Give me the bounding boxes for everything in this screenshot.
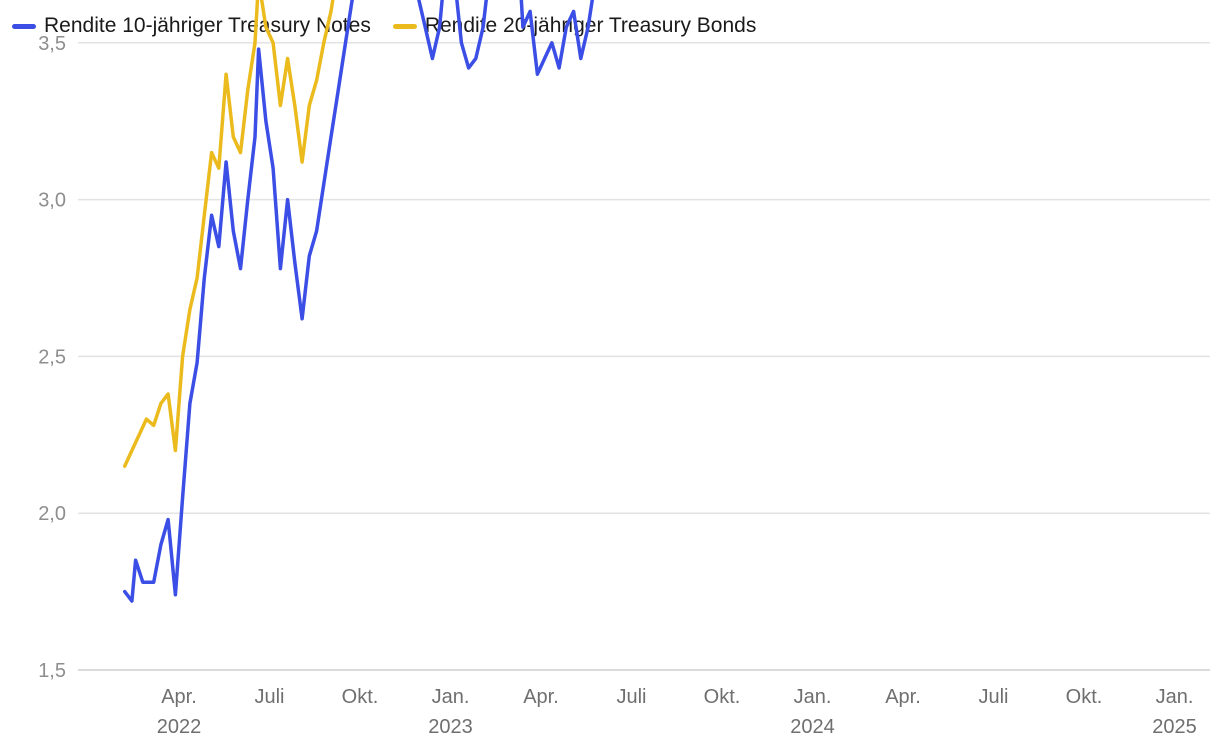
x-tick-year: 2023	[428, 716, 473, 738]
y-tick-label: 2,5	[38, 346, 66, 368]
x-tick-year: 2025	[1152, 716, 1197, 738]
series-lines	[122, 0, 595, 603]
x-tick-label: Juli	[254, 686, 284, 708]
x-tick-label: Okt.	[342, 686, 379, 708]
y-tick-label: 1,5	[38, 660, 66, 682]
gridlines	[78, 42, 1210, 671]
x-tick-label: Jan.	[432, 686, 470, 708]
x-axis-ticks: Apr. 2022 Juli Okt. Jan. 2023 Apr. Juli Okt. Jan.…	[157, 686, 1197, 738]
x-tick-label: Jan.	[794, 686, 832, 708]
x-tick-label: Juli	[978, 686, 1008, 708]
y-tick-label: 3,0	[38, 190, 66, 212]
x-tick-label: Jan.	[1156, 686, 1194, 708]
series-line-20y	[122, 0, 335, 468]
legend-swatch-10y	[12, 23, 36, 29]
x-tick-label: Apr.	[523, 686, 559, 708]
series-line-10y	[122, 0, 595, 603]
x-tick-label: Okt.	[704, 686, 741, 708]
x-tick-label: Apr.	[885, 686, 921, 708]
legend-item-10y[interactable]: Rendite 10-jähriger Treasury Notes	[12, 14, 371, 38]
y-tick-label: 2,0	[38, 503, 66, 525]
legend-item-20y[interactable]: Rendite 20-jähriger Treasury Bonds	[392, 14, 757, 38]
legend-label-20y: Rendite 20-jähriger Treasury Bonds	[424, 14, 757, 37]
legend-swatch-20y	[392, 23, 417, 29]
x-tick-label: Juli	[616, 686, 646, 708]
x-tick-label: Okt.	[1066, 686, 1103, 708]
y-axis-ticks: 1,52,02,53,03,54,04,55,0%	[38, 33, 66, 682]
x-tick-year: 2022	[157, 716, 202, 738]
legend: Rendite 10-jähriger Treasury Notes Rendi…	[12, 14, 756, 38]
legend-label-10y: Rendite 10-jähriger Treasury Notes	[44, 14, 371, 37]
x-tick-label: Apr.	[161, 686, 197, 708]
y-tick-label: 3,5	[38, 33, 66, 55]
x-tick-year: 2024	[790, 716, 835, 738]
